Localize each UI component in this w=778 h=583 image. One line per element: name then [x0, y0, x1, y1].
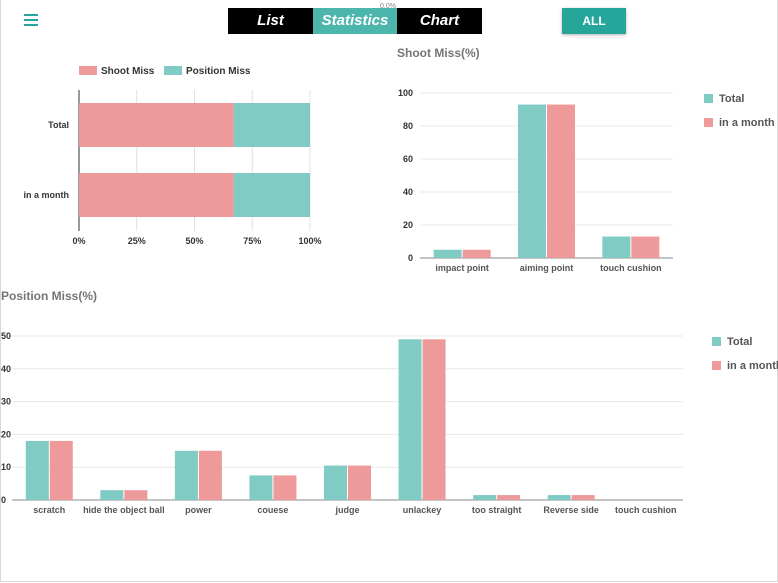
position-y-tick-label: 50	[1, 331, 11, 341]
shoot-bar-total-touch-cushion	[602, 236, 631, 258]
legend-swatch-shoot-miss	[79, 66, 97, 75]
position-y-tick-label: 20	[1, 429, 11, 439]
position-x-label-reverse-side: Reverse side	[543, 505, 599, 515]
position-bar-in-a-month-scratch	[49, 440, 73, 500]
position-x-label-touch-cushion: touch cushion	[615, 505, 677, 515]
position-bar-in-a-month-hide-the-object-ball	[124, 490, 148, 500]
x-tick-label: 100%	[298, 236, 321, 246]
position-y-tick-label: 30	[1, 397, 11, 407]
shoot-x-label-impact-point: impact point	[435, 263, 489, 273]
bar-position-miss-total	[233, 103, 310, 147]
position-legend-swatch-total	[712, 337, 721, 346]
position-y-tick-label: 40	[1, 364, 11, 374]
shoot-bar-in-a-month-impact-point	[462, 249, 491, 258]
shoot-x-label-aiming-point: aiming point	[520, 263, 574, 273]
shoot-x-label-touch-cushion: touch cushion	[600, 263, 662, 273]
bar-shoot-miss-total	[79, 103, 234, 147]
position-bar-in-a-month-too-straight	[497, 495, 521, 500]
x-tick-label: 75%	[243, 236, 261, 246]
tab-note: 0.0%	[380, 3, 396, 10]
position-x-label-hide-the-object-ball: hide the object ball	[83, 505, 165, 515]
position-legend-swatch-in-a-month	[712, 361, 721, 370]
position-bar-total-too-straight	[473, 495, 497, 500]
shoot-bar-total-aiming-point	[518, 104, 546, 258]
shoot-bar-in-a-month-aiming-point	[547, 104, 575, 258]
position-legend-label-in-a-month: in a month	[727, 360, 778, 372]
shoot-legend-label-total: Total	[719, 93, 744, 105]
category-label-total: Total	[48, 120, 69, 130]
position-bar-total-scratch	[25, 440, 49, 500]
tab-list[interactable]: List	[228, 8, 313, 34]
position-y-tick-label: 0	[1, 495, 6, 505]
position-bar-total-power	[174, 450, 198, 500]
shoot-title: Shoot Miss(%)	[397, 46, 480, 60]
tab-statistics[interactable]: Statistics	[313, 8, 397, 34]
position-x-label-power: power	[185, 505, 212, 515]
position-x-label-unlackey: unlackey	[403, 505, 442, 515]
shoot-y-tick-label: 40	[403, 187, 413, 197]
position-x-label-couese: couese	[257, 505, 288, 515]
position-bar-total-judge	[324, 465, 347, 500]
position-bar-total-couese	[249, 475, 273, 500]
shoot-bar-in-a-month-touch-cushion	[631, 236, 660, 258]
position-y-tick-label: 10	[1, 462, 11, 472]
shoot-y-tick-label: 60	[403, 154, 413, 164]
bar-position-miss-in-a-month	[233, 173, 310, 217]
position-title: Position Miss(%)	[1, 289, 97, 303]
position-bar-in-a-month-reverse-side	[571, 495, 595, 500]
menu-icon[interactable]	[24, 14, 38, 26]
x-tick-label: 50%	[185, 236, 203, 246]
bar-shoot-miss-in-a-month	[79, 173, 234, 217]
position-bar-in-a-month-unlackey	[422, 339, 446, 500]
legend-label-position-miss: Position Miss	[186, 66, 251, 77]
x-tick-label: 25%	[128, 236, 146, 246]
category-label-in-a-month: in a month	[24, 190, 70, 200]
position-bar-in-a-month-power	[198, 450, 222, 500]
shoot-y-tick-label: 100	[398, 88, 413, 98]
shoot-bar-total-impact-point	[433, 249, 462, 258]
legend-swatch-position-miss	[164, 66, 182, 75]
shoot-y-tick-label: 0	[408, 253, 413, 263]
position-bar-total-reverse-side	[547, 495, 571, 500]
shoot-y-tick-label: 20	[403, 220, 413, 230]
position-bar-total-hide-the-object-ball	[100, 490, 124, 500]
position-bar-in-a-month-couese	[273, 475, 297, 500]
tab-chart[interactable]: Chart	[397, 8, 482, 34]
position-x-label-scratch: scratch	[33, 505, 65, 515]
x-tick-label: 0%	[72, 236, 85, 246]
shoot-legend-label-in-a-month: in a month	[719, 117, 775, 129]
position-x-label-judge: judge	[335, 505, 360, 515]
position-legend-label-total: Total	[727, 336, 752, 348]
shoot-legend-swatch-in-a-month	[704, 118, 713, 127]
position-bar-total-unlackey	[398, 339, 422, 500]
position-bar-in-a-month-judge	[348, 465, 371, 500]
legend-label-shoot-miss: Shoot Miss	[101, 66, 155, 77]
position-x-label-too-straight: too straight	[472, 505, 522, 515]
shoot-legend-swatch-total	[704, 94, 713, 103]
view-tabs: List Statistics Chart	[228, 8, 482, 34]
shoot-y-tick-label: 80	[403, 121, 413, 131]
all-button[interactable]: ALL	[562, 8, 626, 34]
